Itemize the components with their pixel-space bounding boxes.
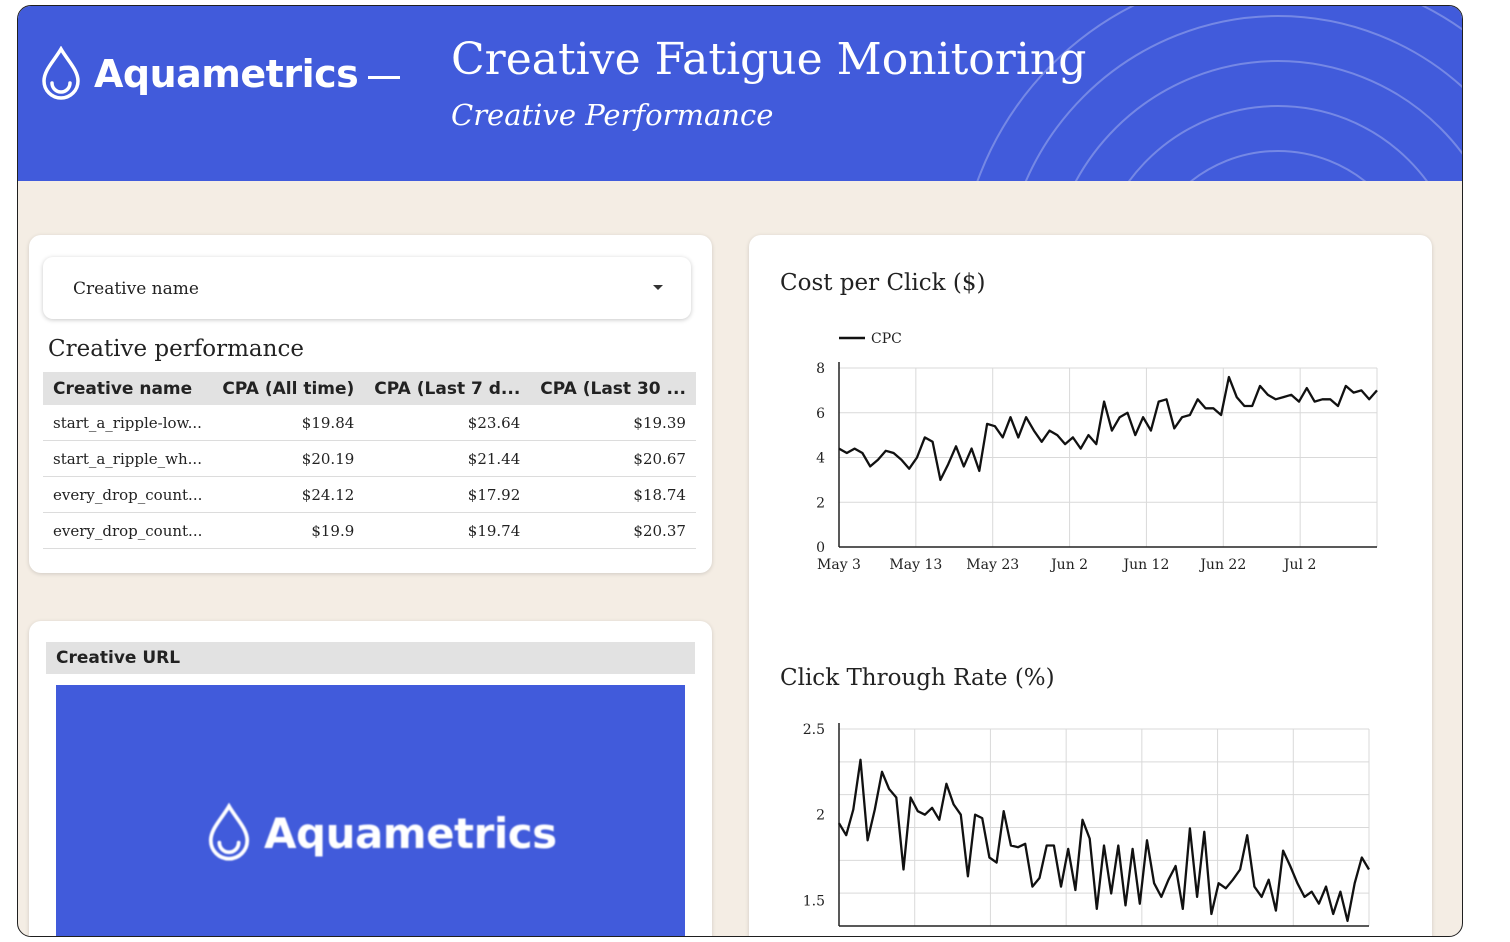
y-tick-label: 8: [816, 361, 825, 377]
charts-card: Cost per Click ($) CPC 0 2 4 6 8 May 3 May 13 Ma…: [749, 235, 1432, 936]
table-row[interactable]: start_a_ripple_wh... $20.19 $21.44 $20.6…: [43, 440, 696, 477]
brand-name: Aquametrics: [94, 52, 359, 96]
ctr-chart: CTR 1.5 2 2.5: [803, 705, 1370, 927]
cell-creative-name: every_drop_count...: [43, 512, 213, 549]
creative-url-header: Creative URL: [46, 642, 695, 674]
cell-cpa-last-7: $23.64: [364, 405, 531, 441]
water-drop-icon: [42, 46, 80, 100]
preview-brand-logo: Aquametrics: [206, 803, 557, 863]
x-tick-label: Jun 22: [1198, 557, 1246, 573]
performance-card: Creative name Creative performance Creat…: [29, 235, 712, 573]
column-header-cpa-last-30[interactable]: CPA (Last 30 ...: [530, 372, 696, 405]
y-tick-label: 2: [816, 495, 825, 511]
performance-table-title: Creative performance: [48, 336, 304, 362]
creative-name-dropdown[interactable]: Creative name: [43, 257, 691, 319]
cell-cpa-last-7: $19.74: [364, 512, 531, 549]
cell-creative-name: start_a_ripple_wh...: [43, 440, 213, 477]
cpc-chart: CPC 0 2 4 6 8 May 3 May 13 May 23 Jun 2 Jun 12 Jun …: [816, 331, 1378, 573]
x-tick-label: Jul 2: [1282, 557, 1316, 573]
cell-cpa-last-7: $21.44: [364, 440, 531, 477]
x-tick-label: May 13: [889, 557, 942, 573]
cell-cpa-last-30: $18.74: [530, 476, 696, 513]
y-tick-label: 1.5: [803, 893, 825, 909]
x-tick-label: Jun 12: [1121, 557, 1169, 573]
cell-cpa-all-time: $19.84: [212, 405, 365, 441]
table-row[interactable]: every_drop_count... $24.12 $17.92 $18.74: [43, 476, 696, 513]
brand-logo: Aquametrics: [40, 46, 359, 102]
legend-label: CTR: [871, 705, 902, 708]
page-subtitle: Creative Performance: [451, 98, 774, 132]
series-line-cpc: [838, 375, 1378, 482]
title-separator: [368, 76, 400, 79]
column-header-cpa-last-7[interactable]: CPA (Last 7 d...: [364, 372, 531, 405]
dashboard-frame: Aquametrics Creative Fatigue Monitoring …: [17, 5, 1463, 937]
y-tick-label: 0: [816, 540, 825, 556]
table-header-row: Creative name CPA (All time) CPA (Last 7…: [43, 372, 696, 405]
header-banner: Aquametrics Creative Fatigue Monitoring …: [18, 6, 1462, 181]
creative-preview-image[interactable]: Aquametrics: [56, 685, 685, 936]
table-row[interactable]: start_a_ripple-low... $19.84 $23.64 $19.…: [43, 405, 696, 441]
x-tick-label: May 3: [817, 557, 861, 573]
ripple-decoration: [976, 6, 1462, 181]
creative-url-card: Creative URL Aquametrics: [29, 621, 712, 936]
cell-cpa-all-time: $24.12: [212, 476, 365, 513]
cell-cpa-last-30: $19.39: [530, 405, 696, 441]
y-tick-label: 6: [816, 406, 825, 422]
cell-cpa-all-time: $19.9: [212, 512, 365, 549]
legend-label: CPC: [871, 331, 902, 347]
column-header-cpa-all-time[interactable]: CPA (All time): [212, 372, 365, 405]
water-drop-icon: [208, 803, 250, 861]
cell-cpa-all-time: $20.19: [212, 440, 365, 477]
cell-cpa-last-7: $17.92: [364, 476, 531, 513]
series-line-ctr: [838, 758, 1370, 923]
dropdown-label: Creative name: [73, 279, 199, 299]
cell-cpa-last-30: $20.37: [530, 512, 696, 549]
cell-creative-name: start_a_ripple-low...: [43, 405, 213, 441]
cell-creative-name: every_drop_count...: [43, 476, 213, 513]
y-tick-label: 2: [816, 808, 825, 824]
cpc-chart-title: Cost per Click ($): [780, 270, 986, 296]
table-row[interactable]: every_drop_count... $19.9 $19.74 $20.37: [43, 512, 696, 549]
ctr-chart-title: Click Through Rate (%): [780, 665, 1055, 691]
x-tick-label: May 23: [966, 557, 1019, 573]
page-title: Creative Fatigue Monitoring: [451, 34, 1087, 85]
y-tick-label: 4: [816, 451, 825, 467]
column-header-creative-name[interactable]: Creative name: [43, 372, 213, 405]
preview-brand-name: Aquametrics: [264, 808, 557, 858]
x-tick-label: Jun 2: [1049, 557, 1088, 573]
caret-down-icon[interactable]: [653, 285, 663, 290]
performance-table: Creative name CPA (All time) CPA (Last 7…: [43, 372, 696, 549]
y-tick-label: 2.5: [803, 722, 825, 738]
cell-cpa-last-30: $20.67: [530, 440, 696, 477]
